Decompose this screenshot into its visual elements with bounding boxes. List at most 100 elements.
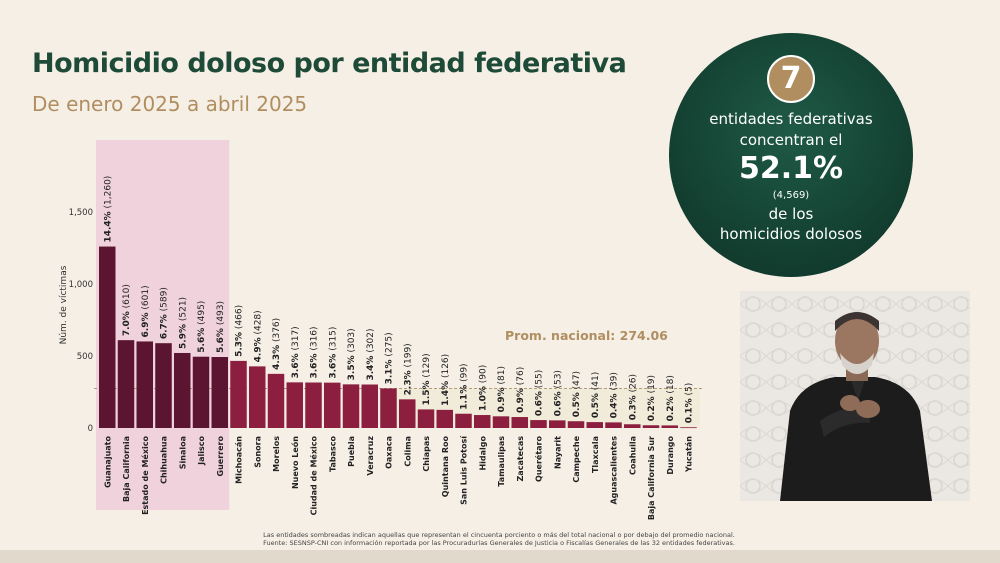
x-tick-label: Tamaulipas — [497, 436, 506, 487]
x-tick-label: Durango — [666, 436, 675, 475]
bar — [117, 340, 135, 428]
x-tick-label: Michoacán — [235, 436, 244, 484]
footnote: Las entidades sombreadas indican aquella… — [263, 531, 735, 539]
summary-line4: homicidios dolosos — [719, 225, 863, 243]
x-tick-label: Chiapas — [422, 436, 431, 472]
y-tick-label: 0 — [88, 424, 93, 434]
summary-circle: 7 entidades federativas concentran el 52… — [669, 33, 913, 277]
x-tick-label: Morelos — [272, 436, 281, 472]
x-tick-label: Campeche — [572, 435, 581, 482]
bar — [361, 384, 378, 428]
bar — [436, 409, 453, 428]
summary-count-badge: 7 — [767, 55, 815, 103]
x-tick-label: Quintana Roo — [441, 435, 450, 497]
data-label: 5.9% (521) — [178, 297, 188, 349]
y-axis-label: Núm. de víctimas — [59, 265, 69, 344]
data-label: 0.9% (76) — [516, 367, 526, 413]
bar — [342, 384, 360, 428]
bar — [155, 343, 172, 428]
bar — [399, 399, 416, 428]
highlight-band — [96, 140, 230, 510]
data-label: 5.6% (495) — [197, 301, 207, 353]
summary-percent: 52.1% — [738, 151, 844, 186]
x-tick-label: Chihuahua — [160, 436, 169, 484]
x-tick-label: Aguascalientes — [610, 436, 619, 505]
x-tick-label: Zacatecas — [516, 436, 525, 482]
x-tick-label: Coahuila — [628, 436, 637, 475]
bar — [192, 356, 210, 428]
data-label: 6.7% (589) — [160, 287, 170, 339]
data-label: 0.1% (5) — [685, 383, 695, 424]
x-tick-label: Guerrero — [216, 436, 225, 477]
data-label: 3.6% (317) — [291, 326, 301, 378]
y-tick-label: 500 — [77, 352, 93, 362]
sign-language-interpreter-icon — [740, 291, 970, 501]
x-tick-label: Tabasco — [328, 436, 337, 472]
bar — [474, 415, 491, 428]
x-tick-label: Hidalgo — [478, 436, 487, 471]
data-label: 6.9% (601) — [141, 285, 151, 337]
bar — [380, 388, 397, 428]
data-label: 0.6% (53) — [553, 370, 563, 416]
data-label: 7.0% (610) — [122, 284, 132, 336]
summary-line2: concentran el — [739, 131, 843, 149]
x-tick-label: Estado de México — [140, 435, 150, 514]
bar — [624, 424, 641, 428]
interpreter-video — [740, 291, 970, 501]
summary-line3: de los — [768, 205, 814, 223]
page-title: Homicidio doloso por entidad federativa — [32, 48, 627, 79]
data-label: 3.5% (303) — [347, 328, 357, 380]
bar — [267, 373, 285, 428]
data-label: 1.0% (90) — [478, 365, 488, 411]
x-tick-label: Baja California — [122, 436, 131, 502]
x-tick-label: Guanajuato — [103, 436, 112, 488]
bar — [174, 352, 191, 428]
bar — [324, 382, 341, 428]
data-label: 4.3% (376) — [272, 318, 282, 370]
bar — [549, 420, 566, 428]
summary-line1: entidades federativas — [709, 110, 873, 128]
data-label: 1.1% (99) — [460, 363, 470, 409]
bar — [642, 425, 660, 428]
y-tick-label: 1,000 — [69, 280, 93, 290]
data-label: 0.2% (18) — [666, 375, 676, 421]
data-label: 3.6% (315) — [328, 327, 338, 379]
data-label: 3.6% (316) — [310, 326, 320, 378]
average-label: Prom. nacional: 274.06 — [505, 328, 668, 343]
x-tick-label: Jalisco — [197, 435, 206, 465]
bar — [99, 246, 116, 428]
x-tick-label: Puebla — [347, 436, 356, 467]
bar — [305, 382, 322, 428]
bar — [586, 422, 603, 428]
data-label: 14.4% (1,260) — [103, 176, 113, 243]
bar — [605, 422, 622, 428]
x-tick-label: Sonora — [253, 436, 262, 468]
page-subtitle: De enero 2025 a abril 2025 — [32, 92, 308, 116]
bar — [680, 427, 697, 429]
x-tick-label: Yucatán — [685, 436, 694, 473]
bar — [417, 409, 435, 428]
x-tick-label: San Luis Potosí — [460, 435, 469, 505]
bar — [136, 341, 153, 428]
data-label: 1.4% (126) — [441, 354, 451, 406]
data-label: 1.5% (129) — [422, 353, 432, 405]
data-label: 0.9% (81) — [497, 366, 507, 412]
data-label: 3.1% (275) — [385, 332, 395, 384]
x-tick-label: Querétaro — [534, 436, 544, 482]
x-tick-label: Nayarit — [553, 436, 562, 469]
bar — [530, 420, 547, 428]
x-tick-label: Oaxaca — [385, 436, 394, 469]
bar — [211, 357, 228, 428]
x-tick-label: Tlaxcala — [591, 436, 600, 473]
bottom-band — [0, 550, 1000, 563]
data-label: 5.6% (493) — [216, 301, 226, 353]
data-label: 0.5% (47) — [572, 371, 582, 417]
data-label: 2.3% (199) — [403, 343, 413, 395]
bar — [492, 416, 510, 428]
bar — [286, 382, 303, 428]
x-tick-label: Veracruz — [366, 436, 375, 476]
data-label: 0.3% (26) — [628, 374, 638, 420]
data-label: 5.3% (466) — [235, 305, 245, 357]
summary-total: (4,569) — [772, 190, 810, 201]
bar — [567, 421, 585, 428]
